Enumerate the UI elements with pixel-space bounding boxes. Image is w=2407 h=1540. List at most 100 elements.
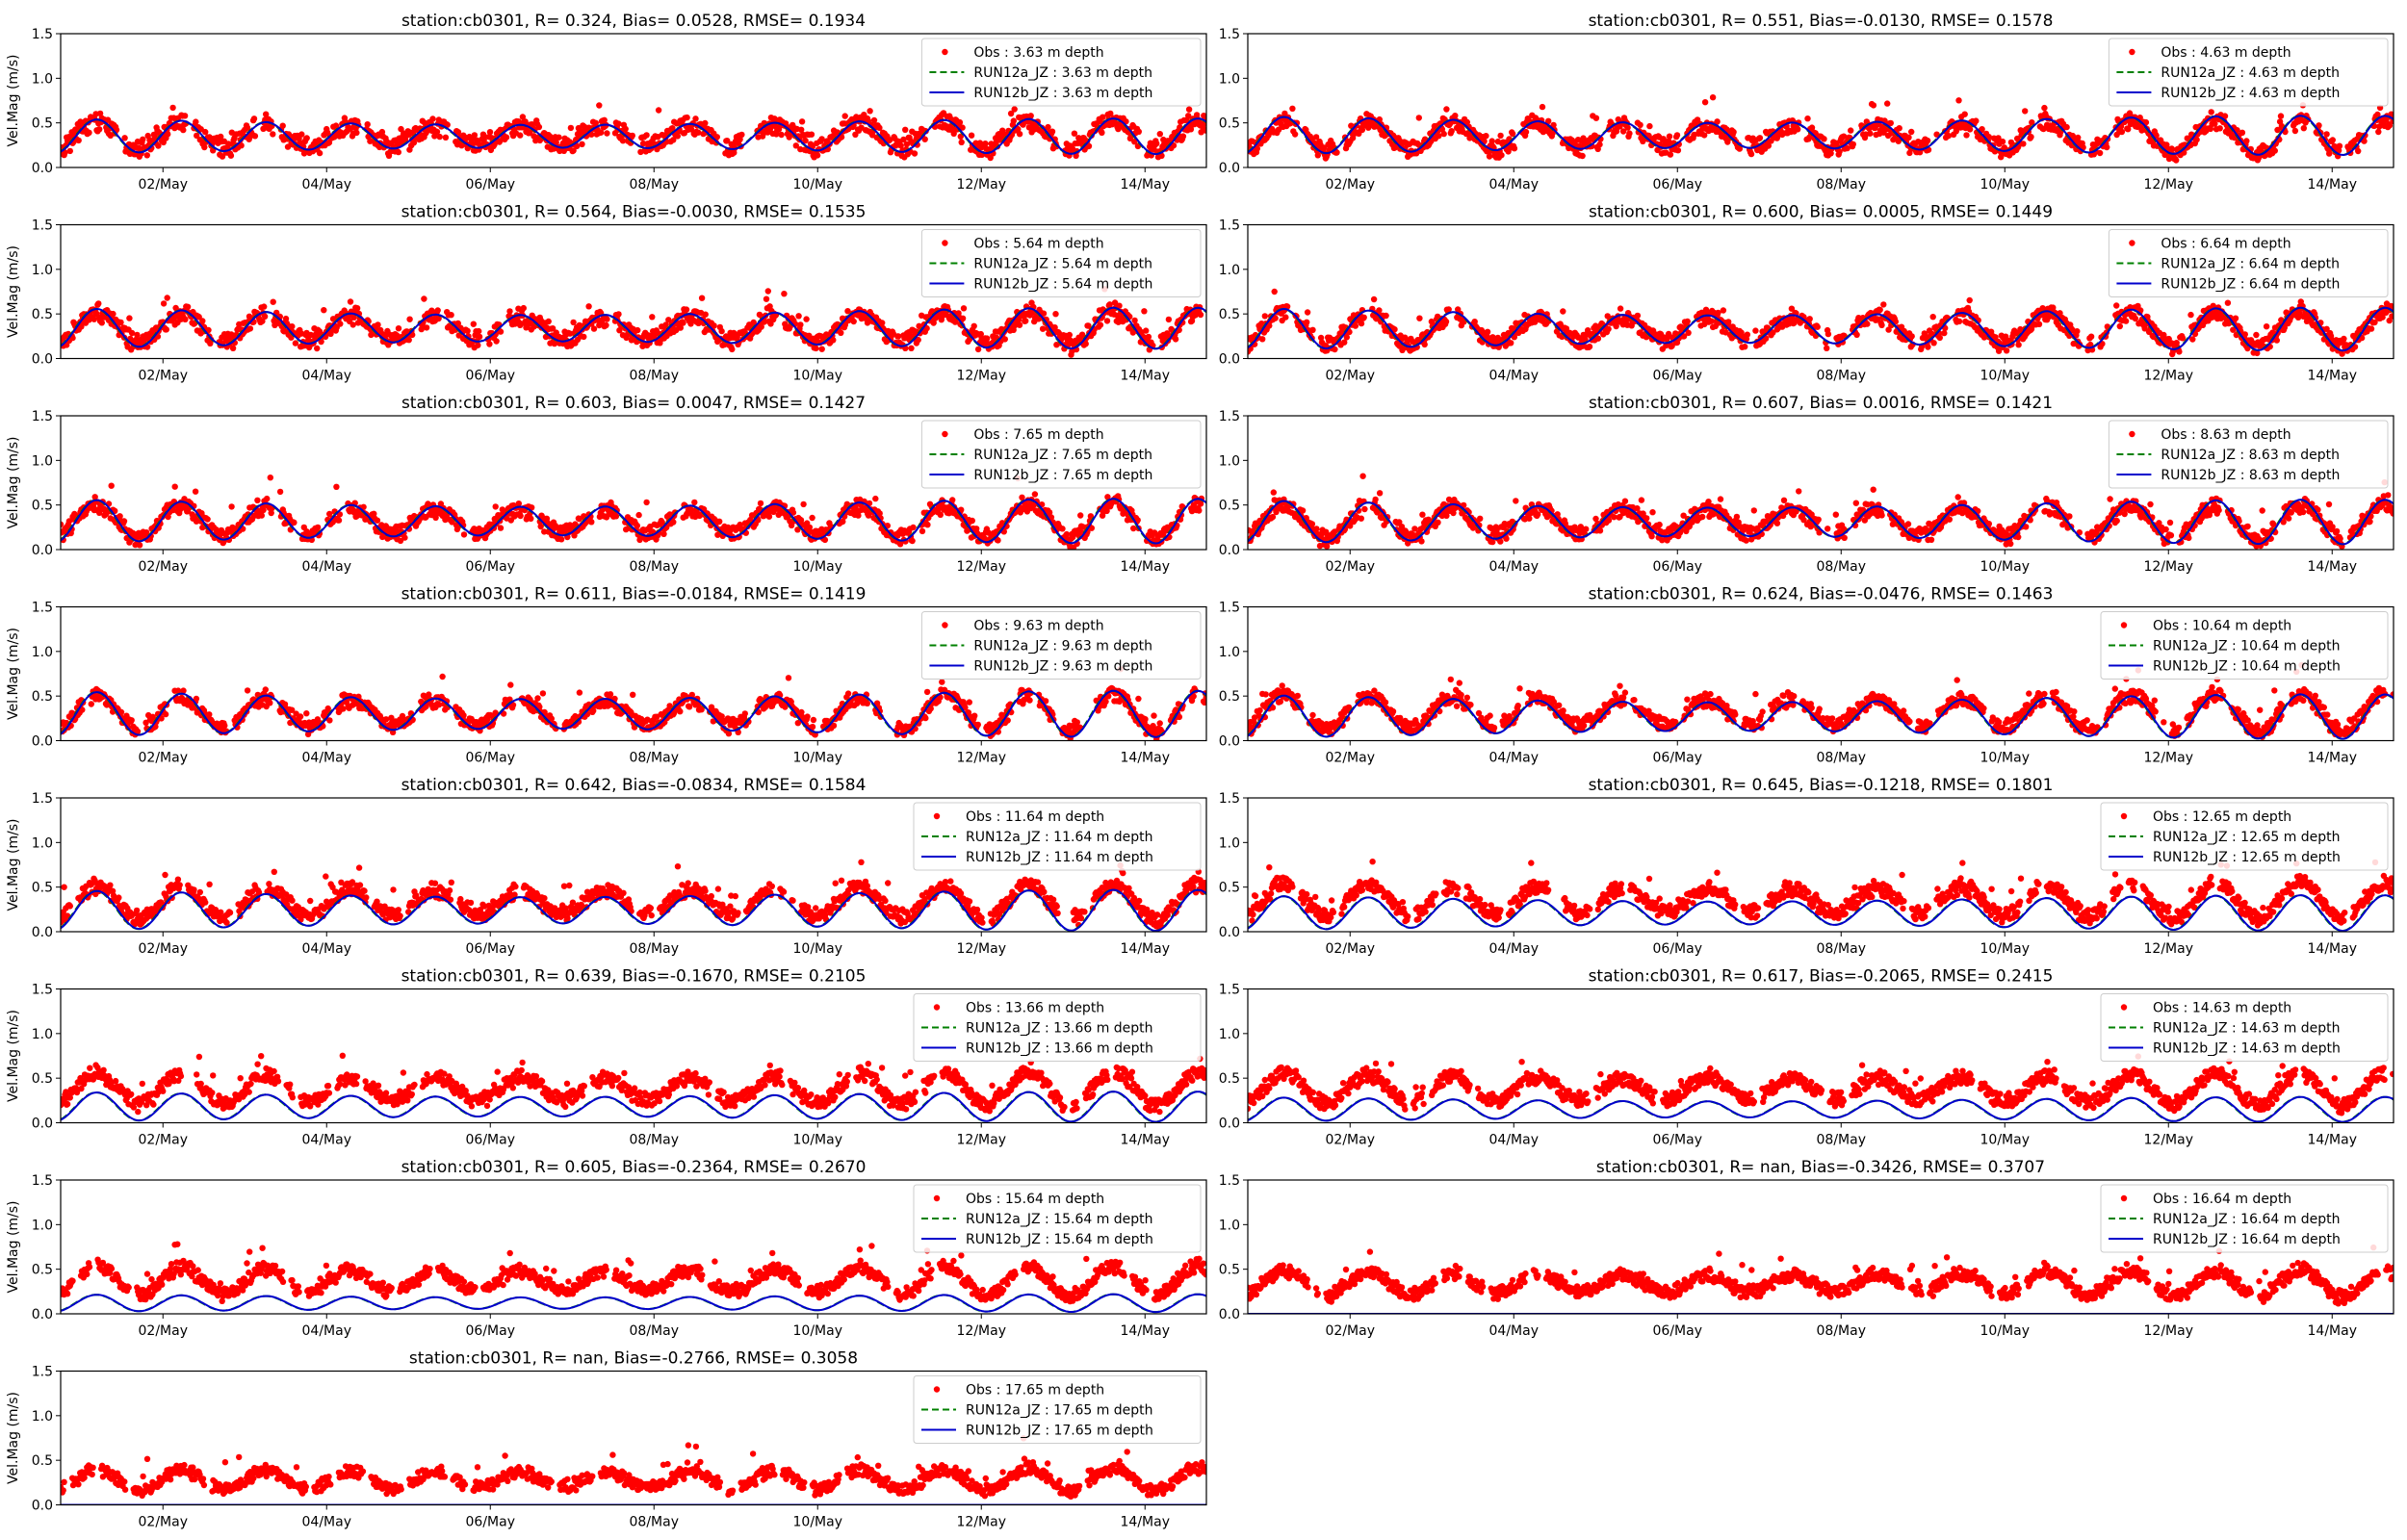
obs-point — [852, 131, 859, 138]
obs-point — [218, 133, 224, 141]
obs-point — [2244, 345, 2251, 352]
obs-point — [982, 141, 989, 147]
obs-point — [581, 333, 587, 341]
obs-point — [1560, 308, 1566, 315]
obs-point — [2208, 109, 2214, 116]
obs-point — [915, 336, 921, 344]
obs-point — [1933, 131, 1940, 138]
obs-point — [1966, 296, 1973, 304]
obs-point — [677, 324, 684, 331]
obs-point — [2142, 118, 2150, 126]
x-tick-label: 14/May — [1121, 369, 1170, 384]
x-tick-label: 06/May — [1653, 177, 1702, 192]
obs-point — [1484, 328, 1491, 335]
obs-point — [251, 133, 259, 140]
obs-point — [1011, 106, 1018, 113]
y-tick-label: 1.0 — [1219, 71, 1240, 87]
axes-frame — [60, 33, 1207, 168]
obs-point — [867, 108, 873, 115]
data-marks — [61, 102, 1206, 162]
obs-point — [2295, 309, 2303, 317]
obs-point — [165, 131, 171, 138]
obs-point — [1925, 344, 1931, 350]
obs-point — [395, 148, 401, 156]
x-tick-label: 04/May — [1489, 369, 1539, 384]
obs-point — [2323, 325, 2330, 332]
obs-point — [1908, 333, 1915, 340]
obs-point — [665, 317, 672, 323]
obs-point — [850, 318, 857, 325]
obs-point — [1007, 110, 1015, 117]
subplot-title: station:cb0301, R= 0.600, Bias= 0.0005, … — [1589, 203, 2053, 222]
obs-point — [1165, 316, 1173, 323]
obs-point — [1100, 114, 1106, 120]
obs-point — [1304, 319, 1310, 325]
obs-point — [838, 329, 844, 336]
obs-point — [2371, 319, 2378, 326]
obs-point — [2273, 337, 2280, 344]
obs-point — [1498, 152, 1505, 159]
legend-box — [2108, 229, 2389, 297]
obs-point — [1905, 134, 1912, 141]
obs-point — [172, 304, 179, 312]
obs-point — [2022, 108, 2029, 115]
obs-point — [61, 521, 65, 527]
x-tick-label: 08/May — [1817, 177, 1866, 192]
obs-point — [134, 331, 141, 339]
obs-point — [219, 153, 226, 160]
obs-point — [813, 345, 819, 352]
obs-point — [1197, 311, 1204, 319]
data-marks — [61, 286, 1206, 358]
obs-point — [2361, 138, 2368, 144]
obs-point — [1106, 301, 1113, 308]
obs-point — [395, 325, 402, 332]
obs-point — [2374, 111, 2381, 118]
obs-point — [424, 128, 430, 135]
obs-point — [128, 329, 136, 337]
obs-point — [1550, 121, 1557, 129]
obs-point — [282, 315, 290, 322]
x-tick-label: 02/May — [139, 177, 188, 192]
obs-point — [2274, 126, 2281, 134]
obs-point — [1156, 131, 1164, 138]
obs-point — [2355, 147, 2362, 155]
obs-point — [590, 325, 598, 332]
obs-point — [1001, 336, 1009, 343]
run12b-line — [61, 306, 1206, 350]
obs-point — [1376, 307, 1383, 314]
obs-point — [143, 152, 150, 159]
obs-point — [263, 111, 270, 117]
obs-point — [1966, 126, 1974, 133]
obs-point — [844, 308, 851, 315]
obs-point — [2253, 331, 2260, 339]
obs-point — [1626, 130, 1633, 137]
obs-point — [1586, 343, 1593, 350]
obs-point — [436, 133, 443, 141]
obs-point — [622, 125, 629, 133]
y-tick-label: 1.5 — [1219, 218, 1240, 234]
obs-point — [1332, 346, 1338, 353]
y-tick-label: 0.0 — [1219, 352, 1240, 368]
obs-point — [1099, 129, 1105, 136]
obs-point — [643, 132, 650, 139]
obs-point — [956, 118, 964, 126]
obs-point — [1973, 117, 1980, 124]
obs-point — [1808, 124, 1816, 131]
obs-point — [2007, 139, 2015, 146]
obs-point — [1963, 132, 1970, 139]
legend-box — [920, 38, 1202, 107]
legend-entry: Obs : 5.64 m depth — [973, 237, 1103, 252]
obs-point — [545, 318, 552, 325]
obs-point — [303, 135, 310, 141]
obs-point — [1051, 324, 1058, 331]
obs-point — [1333, 149, 1340, 156]
subplot-title: station:cb0301, R= 0.551, Bias=-0.0130, … — [1589, 12, 2054, 31]
obs-point — [1848, 127, 1854, 134]
obs-point — [321, 307, 327, 314]
obs-point — [597, 129, 605, 136]
obs-point — [724, 138, 731, 144]
x-tick-label: 14/May — [2308, 177, 2357, 192]
obs-point — [798, 126, 805, 133]
obs-point — [1314, 152, 1322, 159]
obs-point — [325, 139, 333, 146]
